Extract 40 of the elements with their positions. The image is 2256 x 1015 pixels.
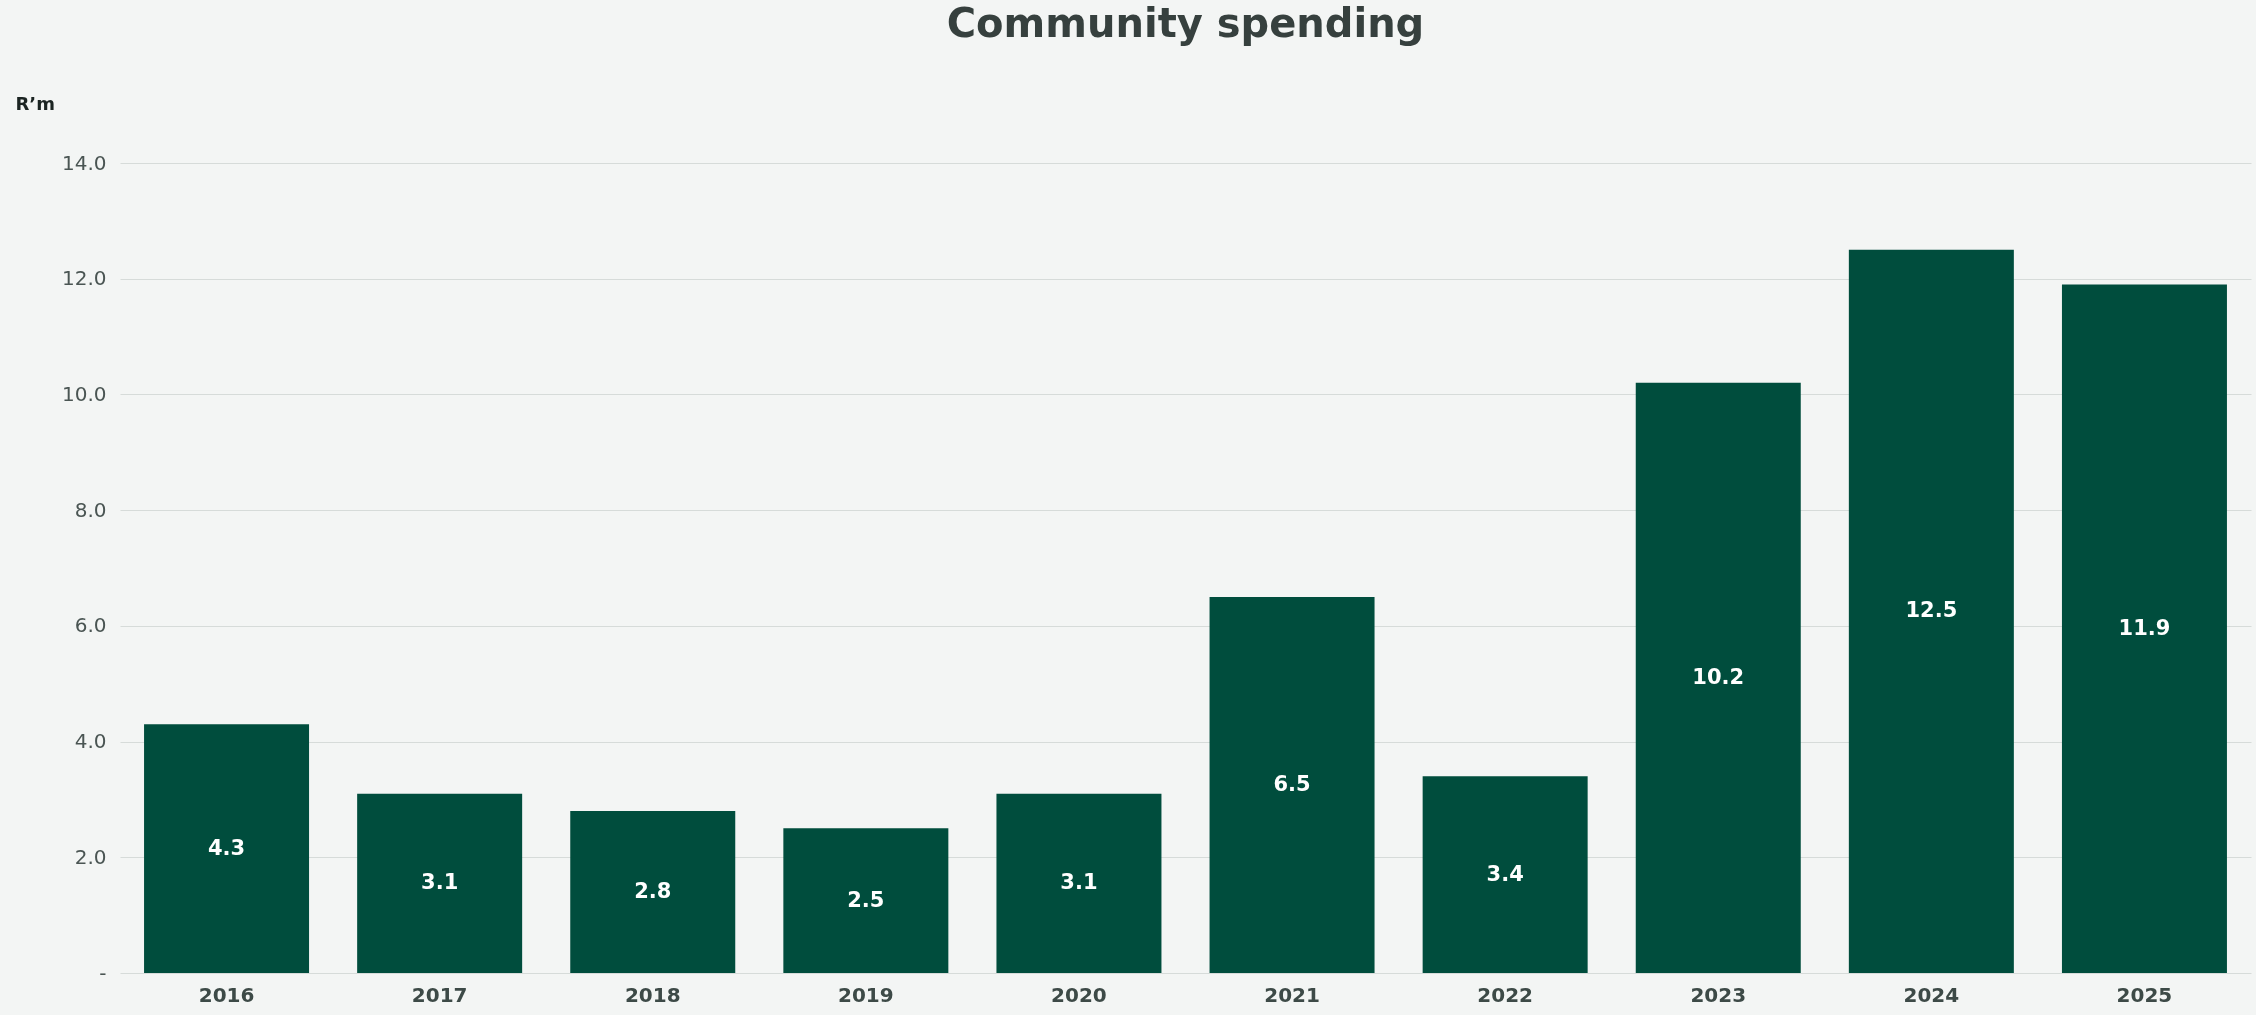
data-label: 3.1 xyxy=(421,870,459,895)
x-tick-label: 2019 xyxy=(838,982,894,1007)
bar xyxy=(996,793,1162,973)
x-tick-label: 2017 xyxy=(411,982,468,1007)
data-label: 12.5 xyxy=(1905,598,1958,623)
y-tick-label: - xyxy=(99,960,107,985)
y-tick-label: 12.0 xyxy=(61,266,107,291)
bar xyxy=(2061,284,2227,973)
x-tick-label: 2025 xyxy=(2116,982,2173,1007)
data-label: 11.9 xyxy=(2118,615,2171,640)
data-label: 2.8 xyxy=(634,879,672,903)
data-label: 10.2 xyxy=(1692,664,1745,689)
y-tick-label: 2.0 xyxy=(74,844,107,869)
bar xyxy=(570,811,736,973)
x-tick-label: 2021 xyxy=(1264,982,1320,1007)
bar xyxy=(1422,776,1588,973)
y-tick-label: 10.0 xyxy=(61,381,107,406)
x-tick-label: 2023 xyxy=(1690,982,1747,1007)
bar xyxy=(357,793,523,973)
y-tick-label: 4.0 xyxy=(74,729,107,754)
y-tick-label: 8.0 xyxy=(74,497,107,522)
data-label: 4.3 xyxy=(207,835,246,860)
x-tick-label: 2020 xyxy=(1051,982,1107,1007)
x-tick-label: 2018 xyxy=(624,982,681,1007)
bar xyxy=(1209,596,1375,973)
y-axis-title: R’m xyxy=(15,92,55,114)
data-label: 6.5 xyxy=(1273,771,1311,796)
data-label: 2.5 xyxy=(847,887,885,912)
bar xyxy=(783,828,949,973)
y-tick-label: 6.0 xyxy=(74,613,107,638)
data-label: 3.1 xyxy=(1060,870,1098,895)
x-tick-label: 2022 xyxy=(1477,982,1533,1007)
bar xyxy=(144,724,310,973)
bar xyxy=(1635,382,1801,973)
x-tick-label: 2024 xyxy=(1903,982,1960,1007)
y-tick-label: 14.0 xyxy=(61,150,107,175)
x-tick-label: 2016 xyxy=(198,982,255,1007)
chart-title: Community spending xyxy=(946,0,1425,46)
data-label: 3.4 xyxy=(1486,861,1524,886)
bar xyxy=(1848,249,2014,973)
